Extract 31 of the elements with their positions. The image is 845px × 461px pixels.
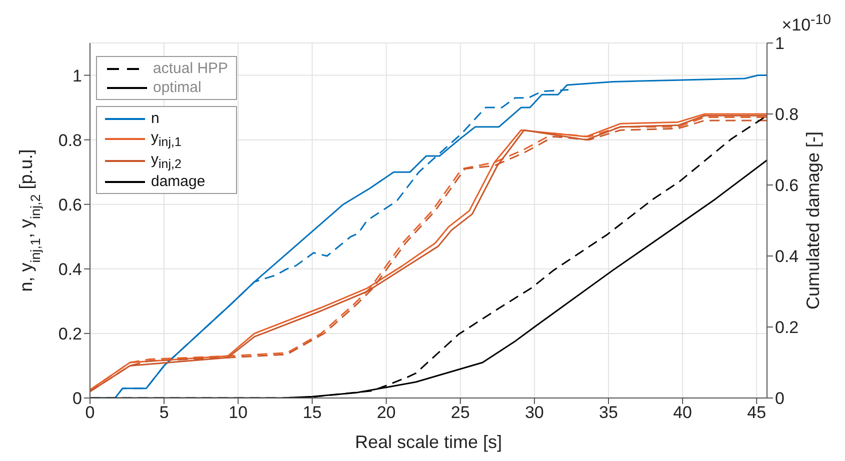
- y2-tick-label: 1: [775, 34, 784, 54]
- x-axis-title: Real scale time [s]: [354, 432, 502, 452]
- y-tick-label: 0.8: [58, 130, 82, 150]
- x-tick-label: 40: [673, 403, 692, 422]
- x-tick-label: 15: [302, 403, 322, 422]
- y2-axis-title: Cumulated damage [-]: [803, 131, 823, 310]
- legend-label: y$_{inj,2}$: [151, 151, 182, 171]
- x-tick-label: 0: [85, 403, 95, 422]
- y2-tick-label: 0: [775, 389, 784, 408]
- y2-tick-label: 0.4: [775, 247, 799, 266]
- x-tick-label: 10: [228, 403, 248, 422]
- x-tick-label: 45: [747, 403, 766, 422]
- text: ×10$^{-10}$: [782, 12, 831, 36]
- x-tick-label: 25: [450, 403, 470, 422]
- legend-label: y$_{inj,1}$: [151, 129, 182, 149]
- legend-label: damage: [151, 173, 206, 190]
- x-tick-label: 5: [159, 403, 169, 422]
- x-tick-label: 30: [524, 403, 544, 422]
- y-tick-label: 0.6: [58, 195, 82, 214]
- y-tick-label: 0.4: [58, 260, 82, 279]
- x-tick-label: 20: [376, 403, 396, 422]
- y-tick-label: 1: [72, 66, 82, 86]
- annotation: actual HPP: [153, 60, 228, 77]
- x-tick-label: 35: [599, 403, 618, 422]
- y2-tick-label: 0.8: [775, 105, 799, 124]
- y-tick-label: 0.2: [58, 324, 82, 344]
- annotation: optimal: [153, 79, 202, 96]
- y2-tick-label: 0.6: [775, 176, 799, 196]
- legend-label: n: [151, 110, 160, 127]
- y-tick-label: 0: [72, 389, 82, 408]
- y2-tick-label: 0.2: [775, 318, 799, 338]
